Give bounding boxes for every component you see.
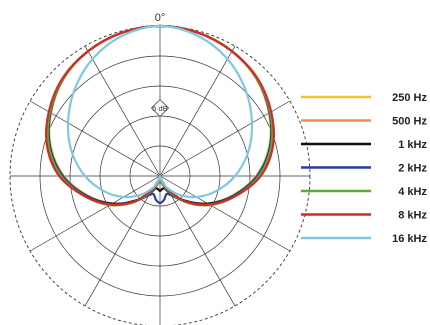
grid-spoke: [84, 175, 161, 307]
scale-label: 5 dB: [152, 104, 167, 113]
legend-label-8-khz: 8 kHz: [398, 210, 427, 222]
legend-label-250-hz: 250 Hz: [392, 92, 427, 104]
grid-spoke: [159, 45, 236, 177]
legend: 250 Hz 500 Hz 1 kHz 2 kHz 4 kHz 8 kHz 16 kHz: [301, 92, 427, 245]
series-layer: [45, 24, 275, 207]
legend-label-1-khz: 1 kHz: [398, 139, 427, 151]
top-angle-label: 0°: [155, 12, 166, 24]
grid-spoke: [159, 175, 236, 307]
grid-spoke: [84, 45, 161, 177]
grid-spoke: [29, 175, 161, 252]
series-curve-16-khz: [66, 24, 254, 199]
scale-badge: 5 dB: [150, 98, 170, 118]
grid-spoke: [159, 175, 291, 252]
scale-badge-diamond: [150, 98, 170, 118]
legend-label-16-khz: 16 kHz: [392, 233, 427, 245]
legend-label-500-hz: 500 Hz: [392, 116, 427, 128]
polar-grid: [9, 25, 311, 325]
legend-label-2-khz: 2 kHz: [398, 163, 427, 175]
legend-label-4-khz: 4 kHz: [398, 186, 427, 198]
